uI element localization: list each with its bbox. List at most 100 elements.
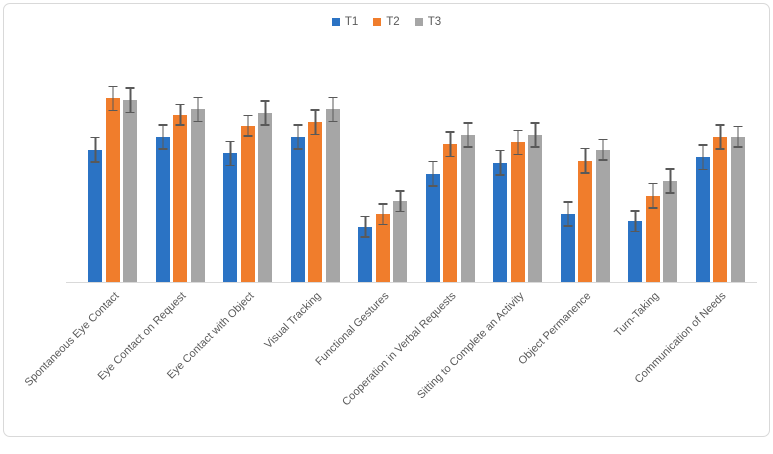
error-bar-stem (635, 210, 637, 232)
category-group (147, 56, 215, 282)
error-bar-stem (197, 97, 199, 123)
error-bar (293, 124, 302, 150)
error-bar-stem (365, 216, 367, 238)
category-group (619, 56, 687, 282)
error-bar-stem (315, 109, 317, 135)
category-group (214, 56, 282, 282)
error-bar (598, 139, 607, 161)
bar-t1 (358, 227, 372, 282)
bar-t1 (493, 163, 507, 282)
bar-t1 (156, 137, 170, 282)
bar-t3 (123, 100, 137, 282)
error-bar-stem (95, 137, 97, 163)
error-bar (648, 183, 657, 209)
error-bar (108, 86, 117, 112)
error-bar-stem (720, 124, 722, 150)
category-group (417, 56, 485, 282)
error-bar-stem (297, 124, 299, 150)
legend-item-t2: T2 (373, 16, 399, 28)
bar-t2 (511, 142, 525, 282)
bar-t2 (106, 98, 120, 282)
bar-t3 (528, 135, 542, 282)
error-bar (126, 87, 135, 113)
bar-t2 (578, 161, 592, 282)
category-group (79, 56, 147, 282)
bar-t1 (561, 214, 575, 282)
bar-t3 (393, 201, 407, 282)
error-bar (733, 126, 742, 148)
error-bar (563, 201, 572, 227)
error-bar (531, 122, 540, 148)
bar-t1 (88, 150, 102, 282)
error-bar (361, 216, 370, 238)
error-bar (463, 122, 472, 148)
error-bar-stem (517, 130, 519, 156)
category-group (552, 56, 620, 282)
bar-t3 (461, 135, 475, 282)
error-bar-stem (702, 144, 704, 170)
bar-t2 (646, 196, 660, 282)
error-bar-stem (585, 148, 587, 174)
error-bar (716, 124, 725, 150)
bar-t2 (173, 115, 187, 282)
error-bar (666, 168, 675, 194)
bar-t1 (628, 221, 642, 282)
bar-t2 (376, 214, 390, 282)
error-bar (193, 97, 202, 123)
category-group (687, 56, 755, 282)
plot-area (79, 56, 754, 282)
error-bar (631, 210, 640, 232)
bar-t1 (426, 174, 440, 282)
legend-item-t3: T3 (415, 16, 441, 28)
legend-swatch-t1 (332, 18, 340, 26)
bar-t3 (191, 109, 205, 282)
error-bar (581, 148, 590, 174)
error-bar (513, 130, 522, 156)
error-bar-stem (670, 168, 672, 194)
bar-t3 (258, 113, 272, 282)
error-bar (378, 203, 387, 225)
category-group (484, 56, 552, 282)
error-bar-stem (400, 190, 402, 212)
error-bar-stem (230, 141, 232, 167)
error-bar (226, 141, 235, 167)
bar-t2 (308, 122, 322, 282)
bar-t3 (596, 150, 610, 282)
bar-t1 (223, 153, 237, 282)
error-bar-stem (432, 161, 434, 187)
error-bar-stem (737, 126, 739, 148)
bar-t1 (291, 137, 305, 282)
legend-swatch-t2 (373, 18, 381, 26)
error-bar-stem (450, 131, 452, 157)
bar-t3 (326, 109, 340, 282)
error-bar (261, 100, 270, 126)
error-bar-stem (535, 122, 537, 148)
legend-label: T1 (345, 16, 358, 28)
error-bar-stem (112, 86, 114, 112)
error-bar (428, 161, 437, 187)
error-bar-stem (162, 124, 164, 150)
error-bar-stem (567, 201, 569, 227)
error-bar (446, 131, 455, 157)
error-bar-stem (467, 122, 469, 148)
error-bar-stem (332, 97, 334, 123)
category-group (349, 56, 417, 282)
error-bar-stem (500, 150, 502, 176)
error-bar (91, 137, 100, 163)
legend-label: T3 (428, 16, 441, 28)
category-group (282, 56, 350, 282)
error-bar (396, 190, 405, 212)
bar-t3 (663, 181, 677, 282)
error-bar-stem (602, 139, 604, 161)
error-bar-stem (247, 115, 249, 137)
error-bar (243, 115, 252, 137)
error-bar-stem (265, 100, 267, 126)
legend-label: T2 (386, 16, 399, 28)
legend-item-t1: T1 (332, 16, 358, 28)
legend: T1 T2 T3 (4, 16, 769, 28)
bar-t2 (241, 126, 255, 282)
error-bar-stem (130, 87, 132, 113)
error-bar (158, 124, 167, 150)
error-bar-stem (180, 104, 182, 126)
